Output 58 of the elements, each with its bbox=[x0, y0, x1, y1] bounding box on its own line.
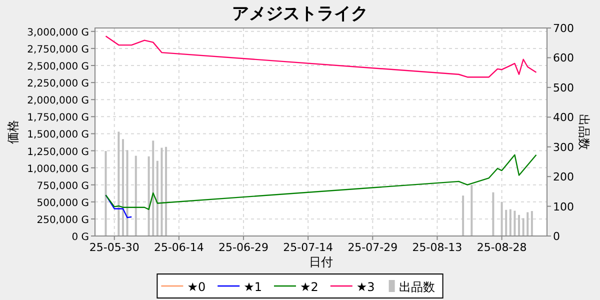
bar bbox=[148, 156, 150, 236]
y-tick-label: 1,250,000 G bbox=[27, 146, 89, 158]
y2-axis-title: 出品数 bbox=[577, 114, 591, 150]
y2-tick-label: 500 bbox=[553, 81, 574, 94]
legend-label: ★2 bbox=[300, 280, 318, 294]
bar bbox=[518, 214, 520, 236]
y-tick-label: 2,000,000 G bbox=[27, 96, 89, 107]
y-tick-label: 2,750,000 G bbox=[27, 44, 89, 56]
y-tick-label: 1,750,000 G bbox=[27, 112, 89, 124]
y-axis-title: 価格 bbox=[6, 120, 20, 144]
y2-tick-label: 400 bbox=[553, 111, 574, 124]
y-tick-label: 2,250,000 G bbox=[27, 78, 89, 90]
bar bbox=[530, 211, 533, 236]
chart-title: アメジストライク bbox=[232, 4, 368, 24]
legend-label: ★3 bbox=[356, 280, 375, 294]
y-tick-label: 1,500,000 G bbox=[27, 130, 89, 141]
x-tick-label: 25-05-30 bbox=[89, 241, 140, 254]
x-tick-label: 25-07-14 bbox=[283, 241, 334, 254]
y-tick-label: 2,500,000 G bbox=[27, 62, 89, 73]
bar bbox=[134, 156, 137, 236]
bar bbox=[470, 184, 473, 236]
x-tick-label: 25-08-28 bbox=[476, 241, 527, 254]
y2-tick-label: 300 bbox=[553, 140, 574, 154]
bar bbox=[152, 140, 154, 236]
bar bbox=[526, 212, 529, 236]
y2-tick-label: 600 bbox=[553, 52, 574, 65]
y-tick-label: 750,000 G bbox=[36, 180, 89, 192]
legend-label: ★1 bbox=[244, 280, 262, 294]
bar bbox=[160, 148, 163, 236]
y-tick-label: 250,000 G bbox=[36, 214, 89, 226]
bar bbox=[126, 150, 128, 236]
y-tick-label: 1,000,000 G bbox=[27, 164, 89, 175]
legend-label: 出品数 bbox=[398, 280, 435, 294]
bar bbox=[492, 192, 494, 236]
y2-tick-label: 700 bbox=[553, 22, 574, 35]
x-tick-label: 25-06-29 bbox=[218, 241, 268, 254]
y-tick-label: 3,000,000 G bbox=[27, 27, 89, 38]
bar bbox=[104, 151, 107, 236]
bar bbox=[118, 132, 120, 236]
y-tick-label: 500,000 G bbox=[36, 198, 89, 209]
y2-tick-label: 0 bbox=[553, 230, 560, 243]
legend-label: ★0 bbox=[187, 280, 206, 294]
y-tick-label: 0 G bbox=[72, 232, 89, 243]
bar bbox=[514, 210, 516, 236]
bar bbox=[500, 202, 503, 236]
bar bbox=[509, 209, 512, 236]
bar bbox=[505, 210, 508, 236]
bar bbox=[462, 196, 464, 236]
x-tick-label: 25-06-14 bbox=[154, 241, 204, 254]
y2-tick-label: 100 bbox=[553, 200, 574, 214]
x-tick-label: 25-07-29 bbox=[348, 241, 398, 254]
x-axis-title: 日付 bbox=[309, 255, 333, 269]
bar bbox=[522, 218, 524, 236]
bar bbox=[122, 139, 124, 236]
bar bbox=[156, 160, 158, 236]
y2-tick-label: 200 bbox=[553, 170, 574, 184]
x-tick-label: 25-08-13 bbox=[412, 241, 462, 254]
bar bbox=[165, 146, 168, 236]
